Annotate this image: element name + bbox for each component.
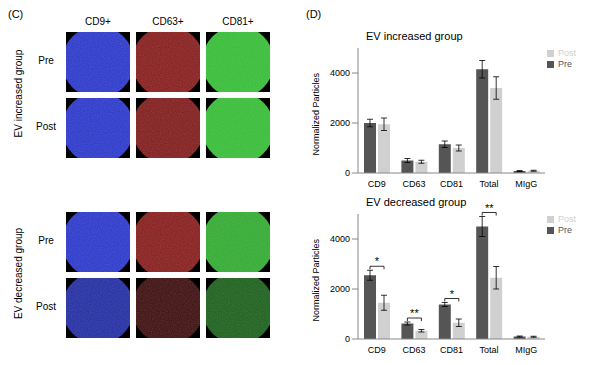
svg-text:CD81: CD81 bbox=[440, 345, 463, 355]
html-text:Pre: Pre bbox=[38, 235, 54, 246]
html-text:Post: Post bbox=[36, 121, 56, 132]
html-text:EV increased group: EV increased group bbox=[366, 30, 463, 42]
svg-text:4000: 4000 bbox=[330, 68, 350, 78]
svg-text:CD81: CD81 bbox=[440, 179, 463, 189]
html-text:(C): (C) bbox=[8, 8, 24, 20]
svg-text:MIgG: MIgG bbox=[515, 179, 537, 189]
svg-text:*: * bbox=[375, 255, 380, 267]
html-text:Pre: Pre bbox=[558, 225, 572, 235]
html-text:EV decreased group: EV decreased group bbox=[366, 196, 467, 208]
svg-text:2000: 2000 bbox=[330, 284, 350, 294]
svg-text:2000: 2000 bbox=[330, 118, 350, 128]
html-text:CD63+: CD63+ bbox=[152, 16, 184, 27]
svg-text:0: 0 bbox=[345, 168, 350, 178]
svg-text:0: 0 bbox=[345, 334, 350, 344]
svg-text:Total: Total bbox=[479, 179, 498, 189]
svg-text:CD63: CD63 bbox=[403, 345, 426, 355]
html-text:Pre: Pre bbox=[558, 59, 572, 69]
svg-text:Normalized Particles: Normalized Particles bbox=[311, 238, 321, 321]
svg-text:**: ** bbox=[410, 307, 419, 319]
svg-text:CD9: CD9 bbox=[368, 179, 386, 189]
html-text:Post: Post bbox=[558, 48, 576, 58]
html-text:(D): (D) bbox=[306, 8, 322, 20]
html-text:EV decreased group: EV decreased group bbox=[12, 227, 24, 320]
html-text:CD9+: CD9+ bbox=[85, 16, 111, 27]
svg-text:4000: 4000 bbox=[330, 234, 350, 244]
svg-text:MIgG: MIgG bbox=[515, 345, 537, 355]
html-text:Post: Post bbox=[36, 301, 56, 312]
svg-text:Total: Total bbox=[479, 345, 498, 355]
html-text:Pre: Pre bbox=[38, 55, 54, 66]
svg-text:Normalized Particles: Normalized Particles bbox=[311, 72, 321, 155]
svg-text:**: ** bbox=[485, 202, 494, 214]
html-text:EV increased group: EV increased group bbox=[12, 49, 24, 138]
html-text:Post: Post bbox=[558, 214, 576, 224]
html-text:CD81+: CD81+ bbox=[222, 16, 254, 27]
svg-text:CD63: CD63 bbox=[403, 179, 426, 189]
svg-text:CD9: CD9 bbox=[368, 345, 386, 355]
svg-text:*: * bbox=[450, 288, 455, 300]
